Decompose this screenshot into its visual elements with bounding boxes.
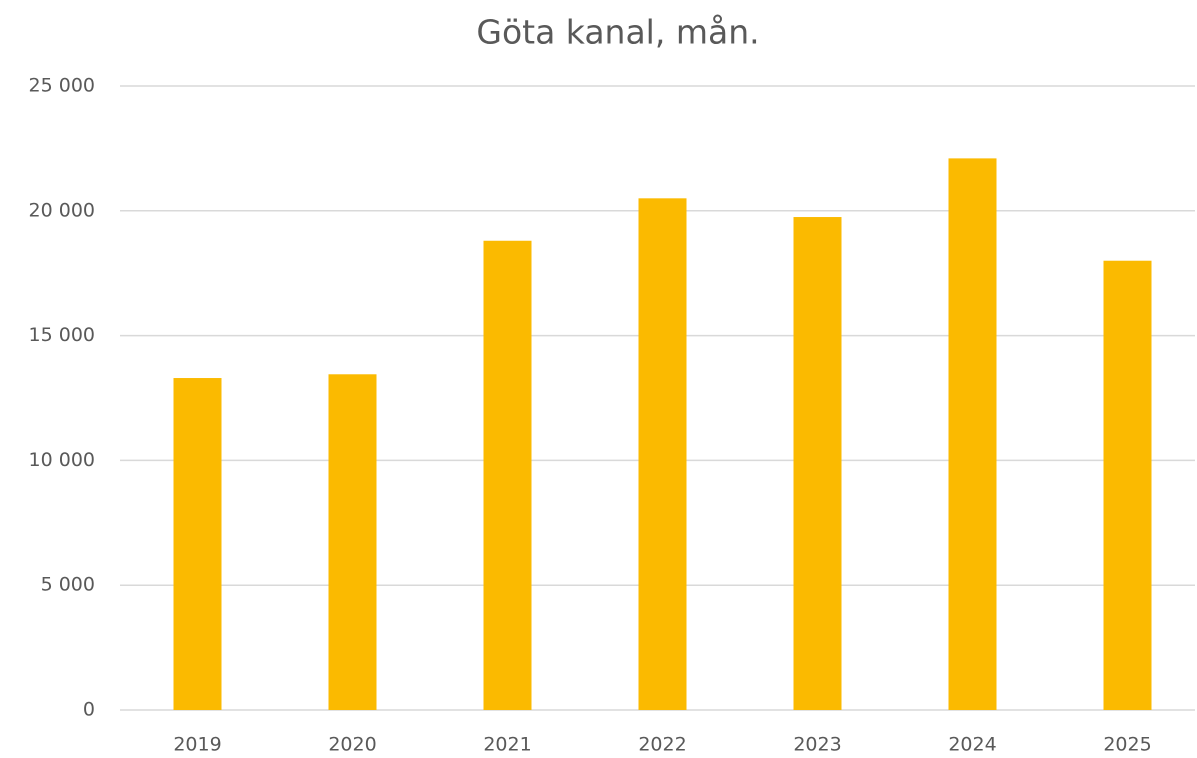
x-tick-label: 2021 [483,734,531,756]
bar [328,374,377,710]
y-tick-label: 20 000 [29,199,95,221]
x-tick-label: 2022 [638,734,686,756]
chart-title: Göta kanal, mån. [476,13,759,52]
y-tick-label: 10 000 [29,449,95,471]
x-tick-label: 2025 [1103,734,1151,756]
x-tick-label: 2019 [173,734,221,756]
bar [638,198,687,710]
x-tick-label: 2024 [948,734,996,756]
y-tick-label: 25 000 [29,75,95,97]
x-tick-label: 2020 [328,734,376,756]
y-tick-label: 5 000 [41,574,95,596]
bar [173,378,222,710]
y-tick-label: 15 000 [29,324,95,346]
y-tick-label: 0 [83,699,95,721]
bar [948,158,997,710]
x-tick-label: 2023 [793,734,841,756]
bar [483,240,532,710]
bar [793,217,842,711]
bar [1103,260,1152,710]
